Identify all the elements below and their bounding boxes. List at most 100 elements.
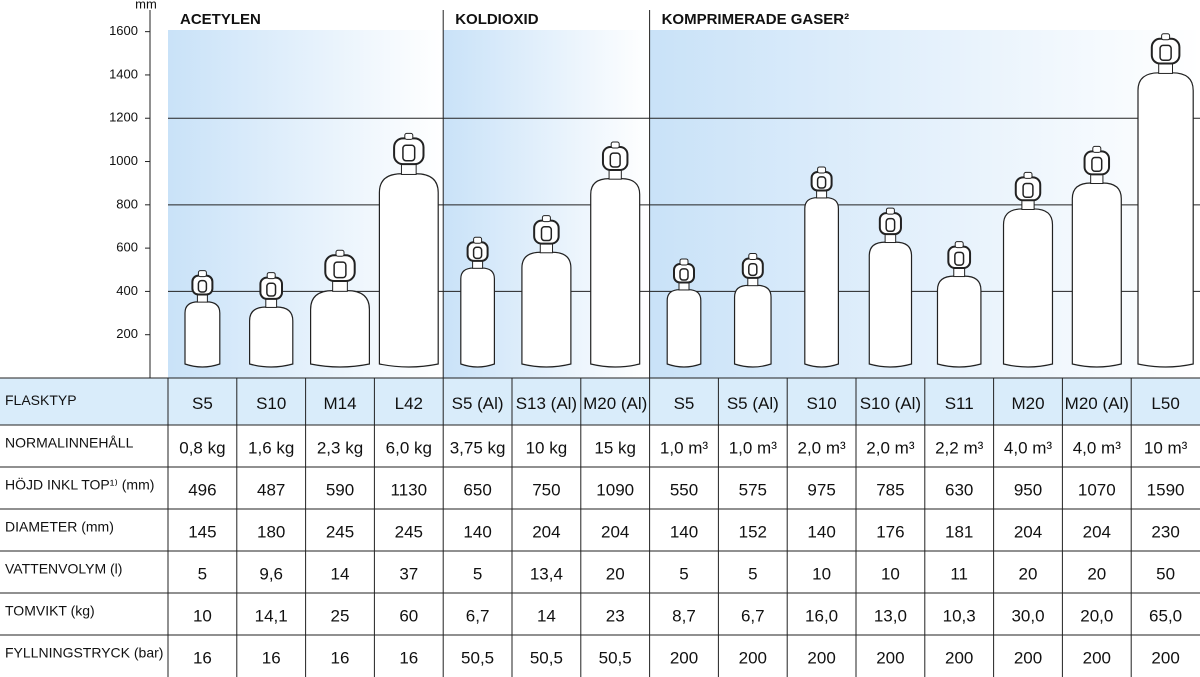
cell-value: 5: [679, 564, 688, 583]
cell-value: 10,3: [943, 606, 976, 625]
unit-label: mm: [135, 0, 157, 11]
cell-value: 200: [876, 648, 904, 667]
cylinder-body: [868, 241, 913, 368]
cell-value: 2,3 kg: [317, 438, 363, 457]
cell-value: 6,7: [466, 606, 490, 625]
cell-value: 3,75 kg: [450, 438, 506, 457]
valve-knob: [1092, 145, 1102, 153]
valve-core: [816, 176, 827, 189]
cell-value: 15 kg: [594, 438, 636, 457]
cell-value: 180: [257, 522, 285, 541]
column-name: S10 (Al): [860, 394, 921, 413]
cell-value: 750: [532, 480, 560, 499]
valve-knob: [1023, 171, 1033, 179]
cylinder-body: [590, 178, 641, 368]
cell-value: 65,0: [1149, 606, 1182, 625]
cell-value: 20,0: [1080, 606, 1113, 625]
cell-value: 204: [1083, 522, 1111, 541]
cell-value: 9,6: [259, 564, 283, 583]
header-label: FLASKTYP: [5, 392, 77, 408]
valve-knob: [541, 215, 551, 223]
cell-value: 0,8 kg: [179, 438, 225, 457]
column-name: S5 (Al): [727, 394, 779, 413]
cell-value: 14,1: [255, 606, 288, 625]
valve-knob: [1161, 33, 1171, 41]
cell-value: 181: [945, 522, 973, 541]
y-tick-label: 600: [116, 240, 138, 255]
cell-value: 950: [1014, 480, 1042, 499]
cell-value: 200: [807, 648, 835, 667]
cell-value: 550: [670, 480, 698, 499]
cylinder-body: [249, 306, 294, 368]
cell-value: 11: [950, 564, 968, 583]
cell-value: 975: [807, 480, 835, 499]
cell-value: 200: [1014, 648, 1042, 667]
cylinder-body: [310, 290, 370, 368]
cell-value: 1130: [391, 480, 428, 499]
cell-value: 200: [670, 648, 698, 667]
group-title: ACETYLEN: [180, 11, 261, 28]
cell-value: 575: [739, 480, 767, 499]
cell-value: 245: [395, 522, 423, 541]
cell-value: 1070: [1078, 480, 1116, 499]
valve-knob: [610, 141, 620, 149]
valve-core: [472, 246, 483, 260]
cell-value: 496: [188, 480, 216, 499]
cell-value: 630: [945, 480, 973, 499]
cell-value: 200: [945, 648, 973, 667]
column-name: M20: [1011, 394, 1044, 413]
column-name: S5: [192, 394, 213, 413]
cell-value: 204: [532, 522, 560, 541]
cell-value: 50: [1156, 564, 1175, 583]
cell-value: 25: [331, 606, 350, 625]
cylinder-body: [460, 267, 495, 368]
valve-core: [609, 152, 621, 168]
cylinder-body: [804, 197, 839, 368]
row-label: HÖJD INKL TOP¹⁾ (mm): [5, 476, 154, 493]
column-name: S5: [674, 394, 695, 413]
cell-value: 1,0 m³: [660, 438, 709, 457]
cell-value: 10: [881, 564, 900, 583]
cylinder-body: [936, 275, 982, 368]
cell-value: 50,5: [530, 648, 563, 667]
cell-value: 37: [399, 564, 418, 583]
cell-value: 23: [606, 606, 625, 625]
cell-value: 16: [331, 648, 350, 667]
y-tick-label: 1600: [109, 23, 138, 38]
cell-value: 10: [193, 606, 212, 625]
cell-value: 230: [1151, 522, 1179, 541]
valve-core: [402, 144, 416, 162]
valve-core: [1159, 44, 1172, 61]
cell-value: 140: [807, 522, 835, 541]
valve-core: [748, 262, 758, 277]
cell-value: 140: [463, 522, 491, 541]
cell-value: 5: [473, 564, 482, 583]
cylinder-body: [521, 251, 572, 368]
cell-value: 16,0: [805, 606, 838, 625]
cell-value: 16: [399, 648, 418, 667]
cell-value: 152: [739, 522, 767, 541]
valve-core: [266, 282, 277, 297]
cell-value: 50,5: [599, 648, 632, 667]
cell-value: 30,0: [1011, 606, 1044, 625]
cell-value: 4,0 m³: [1073, 438, 1122, 457]
cylinder-body: [666, 289, 702, 368]
cell-value: 1090: [596, 480, 634, 499]
cell-value: 2,2 m³: [935, 438, 984, 457]
cell-value: 204: [601, 522, 629, 541]
cell-value: 140: [670, 522, 698, 541]
column-name: L42: [395, 394, 423, 413]
cell-value: 2,0 m³: [866, 438, 915, 457]
valve-knob: [473, 236, 483, 244]
cell-value: 13,0: [874, 606, 907, 625]
cell-value: 1,0 m³: [729, 438, 778, 457]
cell-value: 14: [331, 564, 350, 583]
valve-knob: [197, 270, 207, 278]
cell-value: 785: [876, 480, 904, 499]
cell-value: 10: [812, 564, 831, 583]
valve-knob: [335, 249, 345, 257]
cell-value: 13,4: [530, 564, 563, 583]
cell-value: 6,0 kg: [386, 438, 432, 457]
row-label: NORMALINNEHÅLL: [5, 435, 134, 451]
